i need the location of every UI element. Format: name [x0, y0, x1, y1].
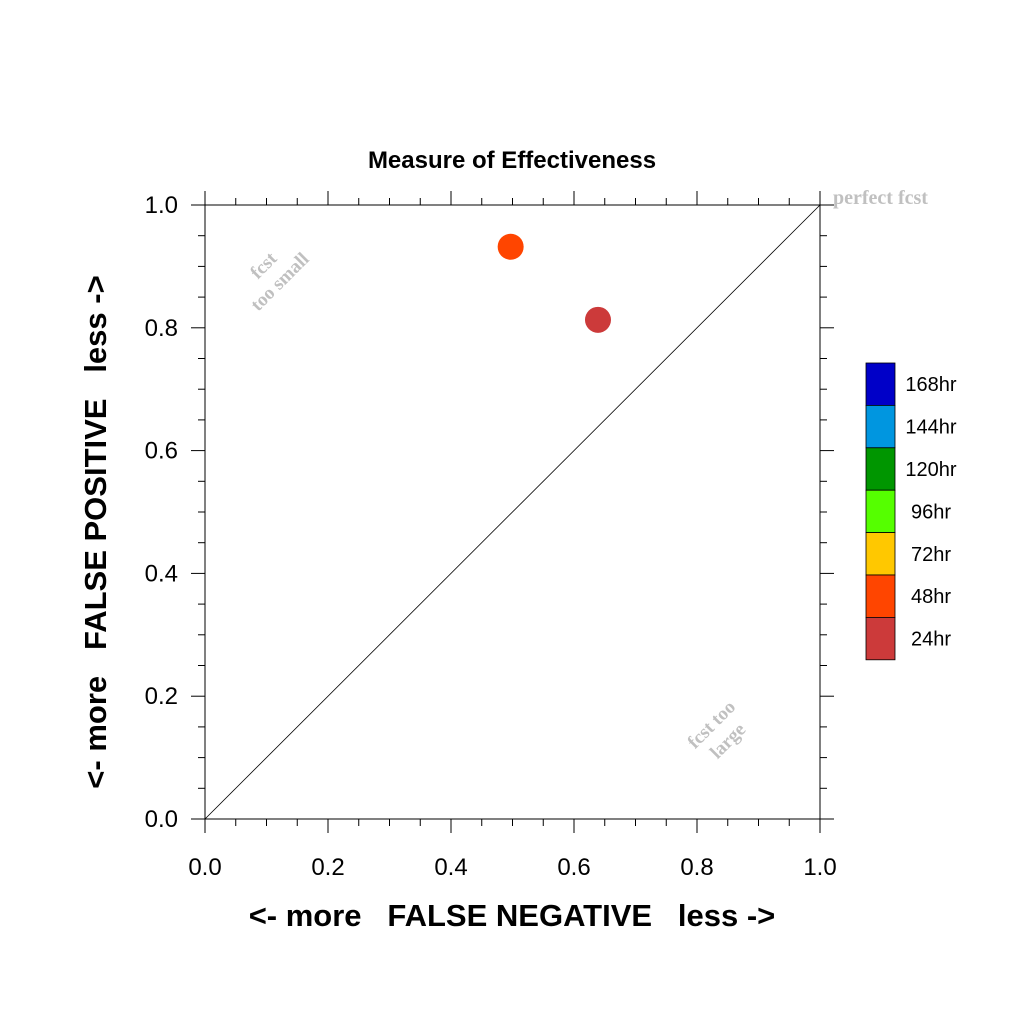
axis-ticks: 0.0 0.2 0.4 0.6 0.8 1.0 0.0 0.2 0.4 0.6 0.8 1.0	[145, 191, 837, 881]
legend-label-48hr: 48hr	[911, 586, 951, 608]
x-tick-label: 1.0	[803, 854, 836, 881]
x-tick-label: 0.4	[434, 854, 467, 881]
legend-label-96hr: 96hr	[911, 501, 951, 523]
y-tick-label: 1.0	[145, 192, 178, 219]
x-tick-label: 0.8	[680, 854, 713, 881]
legend-label-144hr: 144hr	[905, 417, 956, 439]
legend-label-120hr: 120hr	[905, 459, 956, 481]
legend-swatch-144hr	[865, 404, 896, 449]
legend-label-24hr: 24hr	[911, 629, 951, 651]
legend-swatch-96hr	[865, 489, 896, 534]
x-tick-label: 0.6	[557, 854, 590, 881]
y-tick-label: 0.8	[145, 315, 178, 342]
y-tick-label: 0.6	[145, 438, 178, 465]
legend-label-72hr: 72hr	[911, 544, 951, 566]
perfect-forecast-line	[204, 204, 821, 820]
legend-swatch-72hr	[865, 532, 896, 576]
legend: 168hr 144hr 120hr 96hr 72hr 48hr 24hr	[865, 362, 957, 661]
too-small-annotation: fcst too small	[246, 248, 313, 316]
y-tick-label: 0.4	[145, 560, 178, 587]
x-tick-label: 0.2	[311, 854, 344, 881]
point-48hr	[497, 233, 524, 260]
plot-area: 0.0 0.2 0.4 0.6 0.8 1.0 0.0 0.2 0.4 0.6 0.8 1.0	[145, 191, 837, 881]
y-tick-label: 0.0	[145, 806, 178, 833]
x-tick-label: 0.0	[188, 854, 221, 881]
x-axis-label: <- more FALSE NEGATIVE less ->	[249, 898, 776, 933]
chart-title: Measure of Effectiveness	[368, 147, 656, 174]
y-axis-label: <- more FALSE POSITIVE less ->	[78, 275, 113, 788]
y-tick-label: 0.2	[145, 683, 178, 710]
legend-swatch-168hr	[865, 362, 896, 406]
too-large-annotation: fcst too large	[684, 697, 750, 763]
point-24hr	[584, 306, 611, 333]
data-points	[497, 233, 611, 333]
perfect-fcst-annotation: perfect fcst	[833, 187, 928, 209]
legend-label-168hr: 168hr	[905, 374, 956, 396]
legend-swatch-24hr	[865, 617, 896, 661]
legend-swatch-120hr	[865, 447, 896, 491]
legend-swatch-48hr	[865, 574, 896, 618]
